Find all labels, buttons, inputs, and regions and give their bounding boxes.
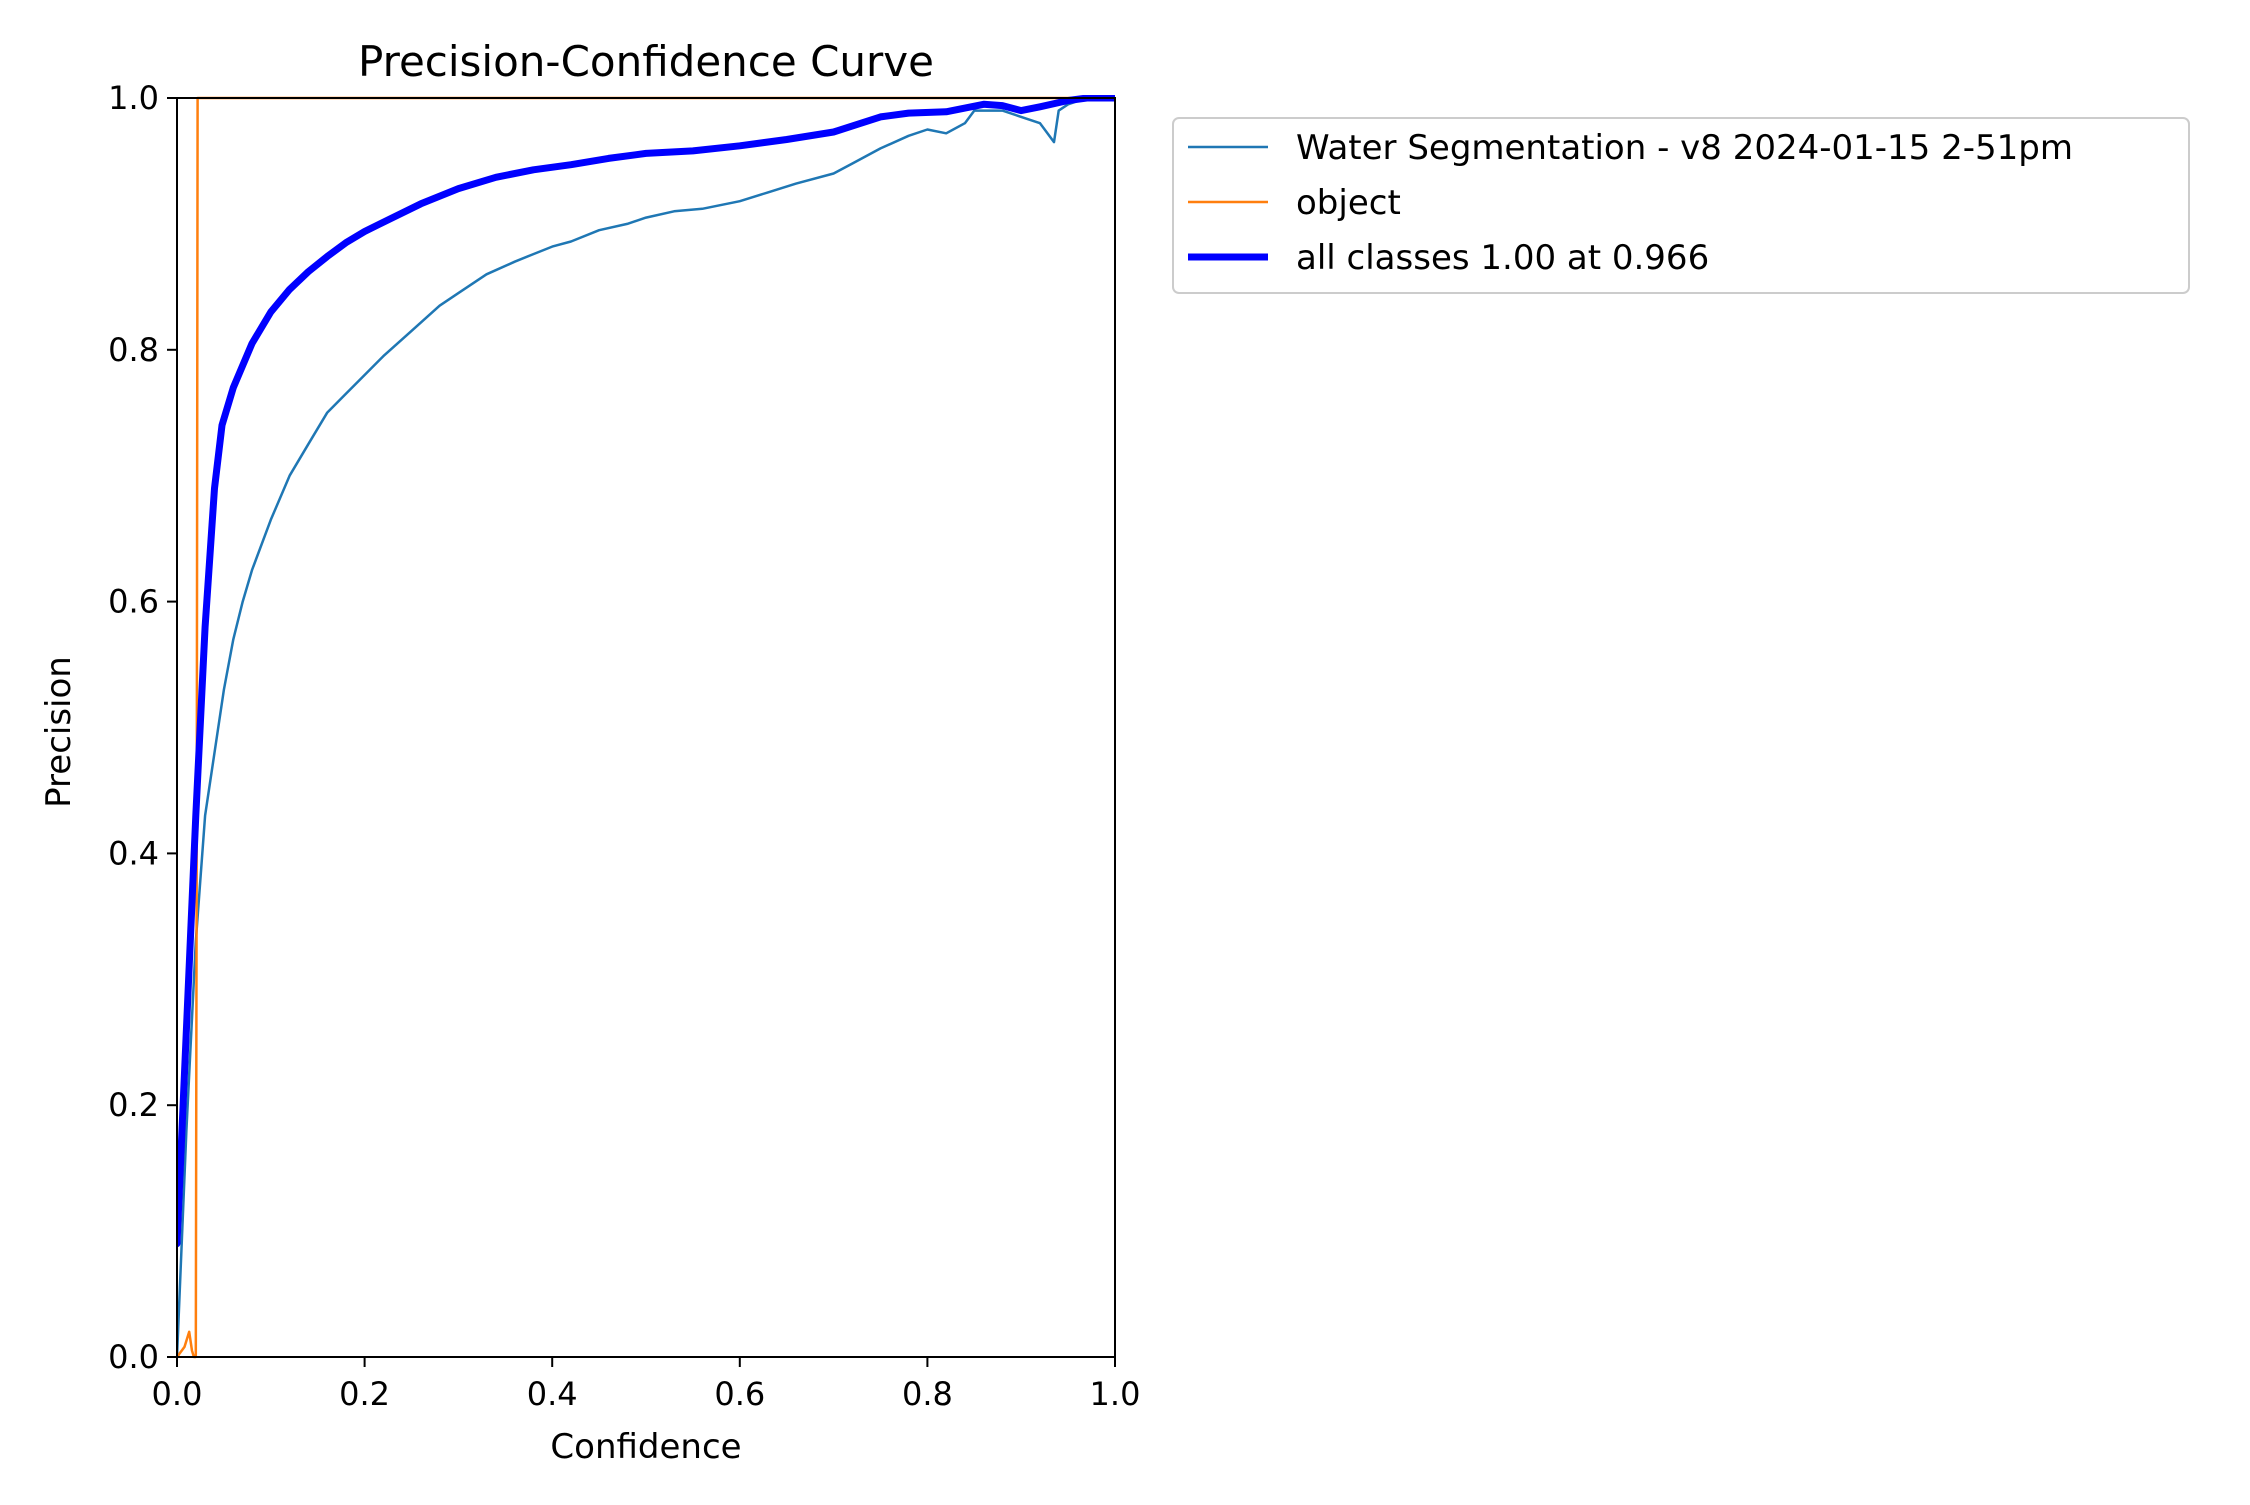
chart-title: Precision-Confidence Curve <box>358 37 934 86</box>
y-axis: 0.0 0.2 0.4 0.6 0.8 1.0 <box>108 79 177 1376</box>
legend-label: object <box>1296 183 1401 223</box>
legend-box <box>1172 117 2190 294</box>
series-line-2 <box>177 96 1115 1359</box>
x-tick-label: 1.0 <box>1090 1375 1141 1413</box>
x-tick-label: 0.0 <box>152 1375 203 1413</box>
plot-frame <box>176 97 1116 1358</box>
legend-label: Water Segmentation - v8 2024-01-15 2-51p… <box>1296 128 2073 168</box>
series-layer <box>177 95 1115 1359</box>
series-line-3 <box>177 95 1115 1248</box>
legend: Water Segmentation - v8 2024-01-15 2-51p… <box>1172 117 2190 294</box>
x-tick-label: 0.8 <box>902 1375 953 1413</box>
x-tick-label: 0.4 <box>527 1375 578 1413</box>
y-axis-label: Precision <box>39 656 79 808</box>
y-tick-label: 1.0 <box>108 79 159 117</box>
y-tick-label: 0.2 <box>108 1086 159 1124</box>
y-tick-label: 0.0 <box>108 1338 159 1376</box>
y-tick-label: 0.4 <box>108 834 159 872</box>
x-axis-label: Confidence <box>550 1427 741 1467</box>
x-axis: 0.0 0.2 0.4 0.6 0.8 1.0 <box>152 1357 1141 1413</box>
x-tick-label: 0.6 <box>714 1375 765 1413</box>
legend-label: all classes 1.00 at 0.966 <box>1296 238 1709 278</box>
y-tick-label: 0.6 <box>108 583 159 621</box>
x-tick-label: 0.2 <box>339 1375 390 1413</box>
y-tick-label: 0.8 <box>108 331 159 369</box>
series-line-1 <box>177 96 1115 1359</box>
